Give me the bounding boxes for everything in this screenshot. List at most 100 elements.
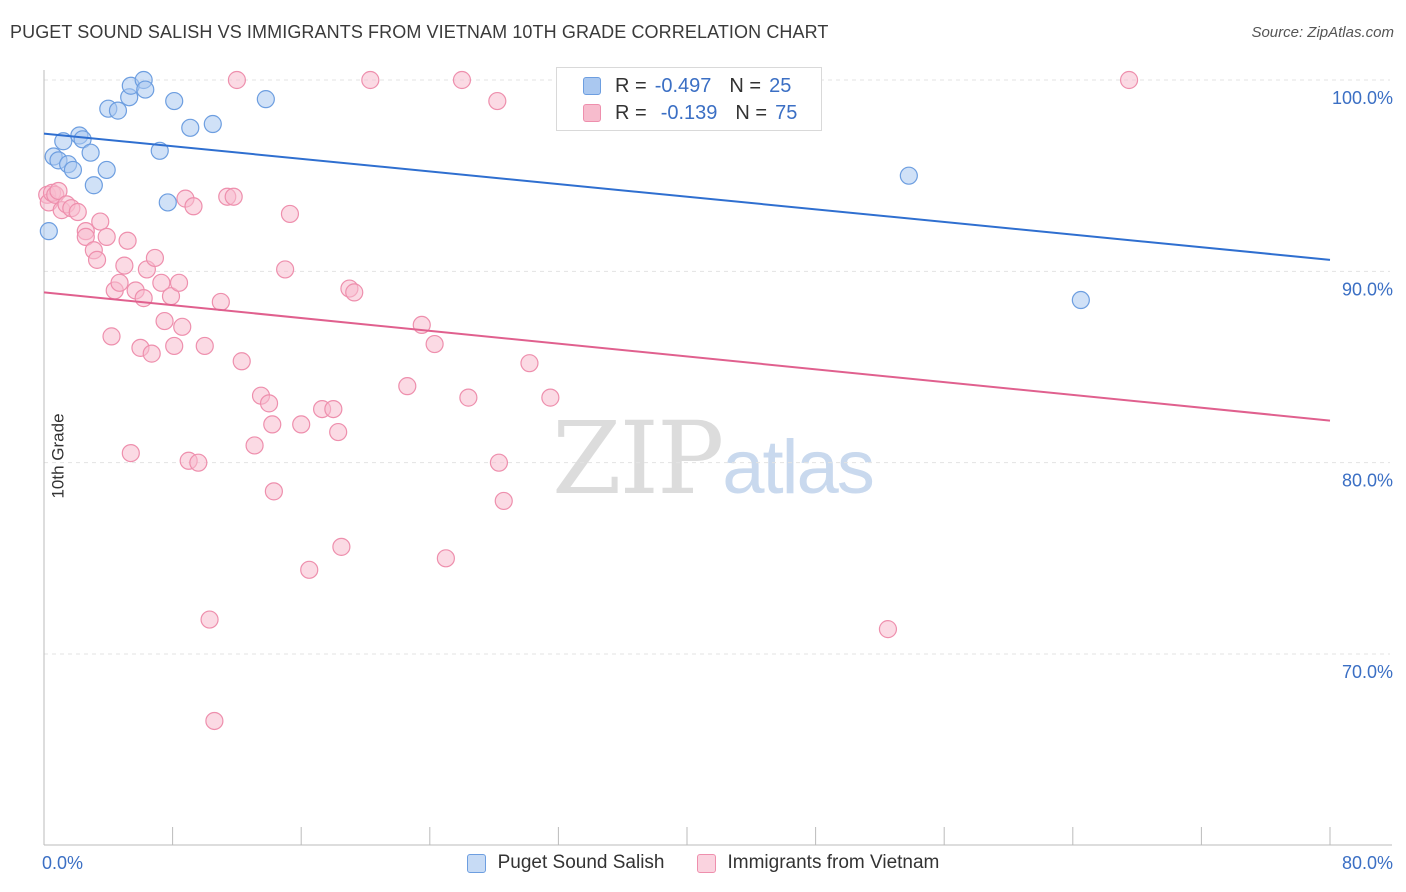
data-point-vietnam [152,273,171,292]
data-point-salish [136,80,155,99]
data-point-salish [158,193,177,212]
data-point-salish [181,118,200,137]
data-point-vietnam [541,388,560,407]
data-point-vietnam [102,327,121,346]
data-point-vietnam [87,250,107,269]
data-point-vietnam [118,231,137,250]
data-point-vietnam [245,436,264,455]
legend-n-value: 25 [769,74,792,97]
data-point-vietnam [459,388,478,407]
data-point-vietnam [134,289,153,308]
legend-swatch-pink [583,104,601,122]
data-point-vietnam [425,334,444,354]
data-point-vietnam [211,292,230,312]
data-point-vietnam [345,283,364,302]
watermark-zip: ZIP [552,400,724,517]
legend-r-value: -0.139 [660,101,718,124]
data-point-vietnam [115,256,134,275]
stats-legend-row-salish: R = -0.497 N = 25 [583,75,791,97]
data-point-vietnam [169,273,189,292]
watermark-atlas: atlas [722,425,875,510]
data-point-vietnam [488,91,507,111]
data-point-vietnam [332,537,351,556]
data-point-vietnam [189,453,208,472]
data-point-salish [97,160,116,180]
series-legend: Puget Sound Salish Immigrants from Vietn… [0,852,1406,874]
data-point-vietnam [494,491,513,511]
data-point-vietnam [276,260,295,279]
data-point-vietnam [878,620,898,639]
data-point-salish [165,91,184,111]
data-point-vietnam [489,453,509,472]
y-tick-label: 90.0% [1342,279,1393,299]
data-point-vietnam [292,415,311,434]
data-point-salish [1071,290,1090,310]
legend-r-value: -0.497 [654,74,712,97]
data-point-salish [73,130,92,149]
data-point-salish [108,101,128,120]
chart-title: PUGET SOUND SALISH VS IMMIGRANTS FROM VI… [10,22,829,42]
data-point-vietnam [300,560,319,579]
data-point-vietnam [232,352,251,371]
legend-item-salish: Puget Sound Salish [466,852,665,874]
data-point-salish [203,114,222,134]
data-point-vietnam [1119,70,1139,90]
y-tick-label: 80.0% [1342,471,1393,491]
data-point-vietnam [398,377,417,396]
data-point-vietnam [259,394,279,413]
data-point-vietnam [97,227,116,246]
data-point-vietnam [205,711,224,731]
data-point-salish [81,143,100,162]
watermark: ZIPatlas [552,400,875,517]
data-point-vietnam [145,248,165,268]
data-point-vietnam [436,549,455,568]
stats-legend: R = -0.497 N = 25 R = -0.139 N = 75 [556,67,822,131]
x-tick-label: 0.0% [42,853,83,873]
data-point-vietnam [224,187,243,206]
trend-line-vietnam [43,291,1331,422]
data-point-salish [54,132,73,151]
legend-label-vietnam: Immigrants from Vietnam [727,852,940,873]
source-label: Source: ZipAtlas.com [1251,24,1394,41]
data-point-vietnam [329,422,348,442]
data-point-vietnam [200,610,219,629]
legend-item-vietnam: Immigrants from Vietnam [696,852,940,874]
data-point-vietnam [184,197,203,216]
data-point-vietnam [280,204,300,224]
data-point-vietnam [49,181,68,201]
data-point-vietnam [68,202,87,222]
y-tick-label: 100.0% [1332,88,1393,108]
data-point-salish [39,222,58,241]
data-point-vietnam [121,444,140,463]
legend-label-salish: Puget Sound Salish [497,852,665,873]
data-point-vietnam [142,344,161,363]
legend-n-value: 75 [775,101,798,124]
data-point-vietnam [324,399,343,419]
data-point-vietnam [452,70,472,90]
stats-legend-row-vietnam: R = -0.139 N = 75 [583,102,797,124]
legend-r-label: R = [615,74,647,97]
y-tick-label: 70.0% [1342,662,1393,682]
legend-swatch-blue [583,77,601,95]
legend-swatch-pink [696,853,716,873]
data-point-salish [63,160,83,180]
data-point-vietnam [91,212,110,231]
data-point-vietnam [76,227,95,246]
x-tick-label: 80.0% [1342,853,1393,873]
data-point-salish [84,176,103,195]
data-point-vietnam [263,415,282,434]
data-point-salish [256,90,275,109]
data-point-vietnam [165,336,184,356]
legend-n-label: N = [735,101,768,124]
data-point-vietnam [361,70,380,90]
data-point-vietnam [173,317,192,336]
data-point-vietnam [110,273,129,292]
legend-r-label: R = [615,101,647,124]
trend-line-salish [43,132,1331,261]
data-point-salish [899,166,918,185]
data-point-vietnam [195,336,214,356]
legend-swatch-blue [466,853,486,873]
y-axis-label: 10th Grade [48,413,68,499]
data-point-vietnam [520,354,539,373]
